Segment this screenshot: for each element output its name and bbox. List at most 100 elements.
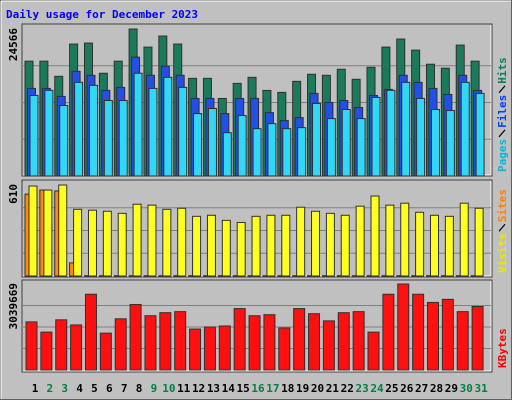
bar — [117, 212, 127, 277]
bar — [340, 214, 350, 277]
legend-label: Sites — [496, 189, 509, 222]
bar — [471, 306, 484, 371]
y-tick-label: 3039669 — [7, 283, 20, 329]
bar — [385, 204, 395, 277]
bar — [55, 319, 68, 371]
bar — [355, 205, 365, 277]
bar — [206, 214, 216, 277]
x-tick-label: 7 — [121, 382, 128, 395]
bar — [430, 109, 440, 177]
bar — [70, 324, 83, 371]
x-tick-label: 17 — [266, 382, 279, 395]
bar — [102, 210, 112, 277]
bar — [221, 219, 231, 277]
bar — [325, 212, 335, 277]
bar — [74, 81, 84, 177]
bar — [251, 215, 261, 277]
x-tick-label: 8 — [136, 382, 143, 395]
bar — [401, 81, 411, 177]
x-tick-label: 10 — [162, 382, 175, 395]
x-tick-label: 14 — [222, 382, 236, 395]
bar — [193, 113, 203, 177]
bar — [177, 207, 187, 277]
bar — [189, 328, 202, 371]
bar — [367, 331, 380, 371]
bar — [322, 320, 335, 371]
legend-label: KBytes — [496, 328, 509, 368]
bar — [233, 308, 246, 371]
bar — [426, 301, 439, 371]
x-tick-label: 19 — [296, 382, 309, 395]
x-tick-label: 23 — [356, 382, 369, 395]
bar — [222, 132, 232, 177]
bar — [278, 327, 291, 371]
bar — [475, 92, 485, 177]
bar — [311, 210, 321, 277]
bar — [132, 203, 142, 277]
bar — [352, 311, 365, 371]
legend-label: Pages — [496, 139, 509, 172]
bar — [416, 97, 426, 177]
x-tick-label: 27 — [415, 382, 428, 395]
bar — [236, 221, 246, 277]
bar — [474, 207, 484, 277]
y-tick-label: 24566 — [7, 28, 20, 61]
bar — [281, 214, 291, 277]
bar — [88, 84, 98, 177]
x-tick-label: 26 — [400, 382, 414, 395]
bar — [148, 87, 158, 177]
bar — [162, 208, 172, 277]
x-tick-label: 31 — [474, 382, 488, 395]
bar — [456, 311, 469, 371]
bar — [73, 208, 83, 277]
bar — [371, 96, 381, 177]
bar — [266, 214, 276, 277]
legend-label: Hits — [496, 57, 509, 84]
legend-label: Visits — [496, 233, 509, 273]
x-tick-label: 22 — [341, 382, 354, 395]
chart-title: Daily usage for December 2023 — [6, 8, 198, 21]
bar — [386, 89, 396, 177]
bar — [296, 206, 306, 277]
y-tick-label: 610 — [7, 184, 20, 204]
bar — [163, 76, 173, 177]
bar — [192, 215, 202, 277]
x-tick-label: 4 — [76, 382, 83, 395]
bar — [29, 94, 39, 177]
x-tick-label: 9 — [151, 382, 158, 395]
x-tick-label: 2 — [47, 382, 54, 395]
bar — [25, 321, 38, 371]
bar — [58, 184, 68, 277]
x-tick-label: 21 — [326, 382, 340, 395]
legend-label: Files — [496, 95, 509, 128]
legend-separator — [498, 129, 506, 138]
bar — [40, 331, 53, 371]
bar — [218, 325, 231, 371]
bar — [252, 128, 262, 177]
bar — [308, 313, 321, 371]
x-tick-label: 13 — [207, 382, 220, 395]
bar — [99, 332, 112, 371]
x-tick-label: 1 — [32, 382, 39, 395]
bar — [282, 128, 292, 177]
bar — [28, 185, 38, 277]
x-tick-label: 24 — [370, 382, 384, 395]
bar — [263, 314, 276, 371]
bar — [144, 315, 157, 371]
bar — [326, 118, 336, 177]
x-tick-label: 25 — [385, 382, 398, 395]
bar — [129, 303, 142, 371]
bar — [415, 211, 425, 277]
bar — [118, 99, 128, 177]
x-tick-label: 30 — [460, 382, 473, 395]
bar — [445, 110, 455, 177]
bar — [159, 312, 172, 371]
bar — [203, 326, 216, 371]
bar — [114, 318, 127, 371]
legend-separator — [498, 85, 506, 94]
x-tick-label: 12 — [192, 382, 205, 395]
bar — [293, 308, 306, 371]
bar — [297, 127, 307, 177]
bar — [147, 204, 157, 277]
